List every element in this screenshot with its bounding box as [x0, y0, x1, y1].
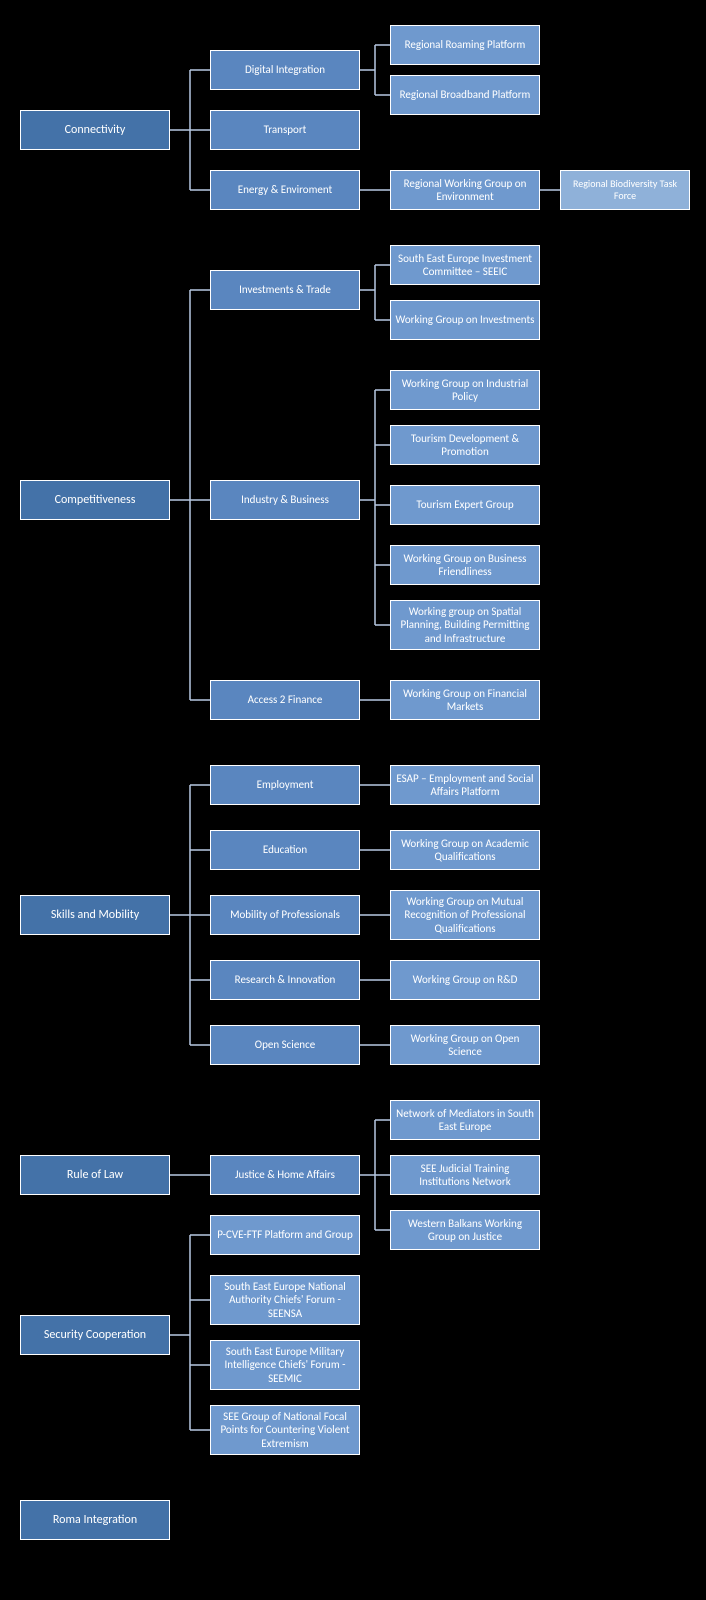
node-access2finance: Access 2 Finance: [210, 680, 360, 720]
node-wg-mutual: Working Group on Mutual Recognition of P…: [390, 890, 540, 940]
node-regional-broadband: Regional Broadband Platform: [390, 75, 540, 115]
label: South East Europe Military Intelligence …: [215, 1345, 355, 1385]
label: Employment: [257, 778, 314, 791]
label: Open Science: [255, 1038, 315, 1051]
node-wg-academic: Working Group on Academic Qualifications: [390, 830, 540, 870]
label: Working Group on Academic Qualifications: [395, 837, 535, 863]
node-digital-integration: Digital Integration: [210, 50, 360, 90]
node-wg-financial: Working Group on Financial Markets: [390, 680, 540, 720]
node-focal-points: SEE Group of National Focal Points for C…: [210, 1405, 360, 1455]
label: Digital Integration: [245, 63, 325, 76]
label: Connectivity: [65, 123, 126, 137]
node-mediators: Network of Mediators in South East Europ…: [390, 1100, 540, 1140]
label: SEE Judicial Training Institutions Netwo…: [395, 1162, 535, 1188]
node-rule-of-law: Rule of Law: [20, 1155, 170, 1195]
label: Security Cooperation: [44, 1328, 146, 1342]
node-industry-business: Industry & Business: [210, 480, 360, 520]
node-energy-env: Energy & Enviroment: [210, 170, 360, 210]
node-education: Education: [210, 830, 360, 870]
label: Tourism Expert Group: [416, 498, 513, 511]
label: Transport: [264, 123, 307, 136]
node-employment: Employment: [210, 765, 360, 805]
node-tourism-expert: Tourism Expert Group: [390, 485, 540, 525]
label: South East Europe Investment Committee –…: [395, 252, 535, 278]
label: Investments & Trade: [239, 283, 331, 296]
node-seemic: South East Europe Military Intelligence …: [210, 1340, 360, 1390]
node-security-coop: Security Cooperation: [20, 1315, 170, 1355]
node-tourism-dev: Tourism Development & Promotion: [390, 425, 540, 465]
node-wg-business-friendly: Working Group on Business Friendliness: [390, 545, 540, 585]
node-seeic: South East Europe Investment Committee –…: [390, 245, 540, 285]
node-research-innov: Research & Innovation: [210, 960, 360, 1000]
label: Working Group on Industrial Policy: [395, 377, 535, 403]
label: Network of Mediators in South East Europ…: [395, 1107, 535, 1133]
label: Mobility of Professionals: [230, 908, 340, 921]
label: Rule of Law: [67, 1168, 123, 1182]
label: Working group on Spatial Planning, Build…: [395, 605, 535, 645]
label: Justice & Home Affairs: [235, 1168, 335, 1181]
node-wg-spatial: Working group on Spatial Planning, Build…: [390, 600, 540, 650]
label: Working Group on R&D: [413, 973, 518, 986]
label: Skills and Mobility: [51, 908, 139, 922]
label: Competitiveness: [55, 493, 136, 507]
node-transport: Transport: [210, 110, 360, 150]
node-rwg-env: Regional Working Group on Environment: [390, 170, 540, 210]
label: Western Balkans Working Group on Justice: [395, 1217, 535, 1243]
label: Working Group on Mutual Recognition of P…: [395, 895, 535, 935]
label: Energy & Enviroment: [238, 183, 332, 196]
label: Working Group on Financial Markets: [395, 687, 535, 713]
node-biodiversity: Regional Biodiversity Task Force: [560, 170, 690, 210]
node-wg-investments: Working Group on Investments: [390, 300, 540, 340]
node-connectivity: Connectivity: [20, 110, 170, 150]
label: Regional Broadband Platform: [400, 88, 531, 101]
node-open-science: Open Science: [210, 1025, 360, 1065]
label: SEE Group of National Focal Points for C…: [215, 1410, 355, 1450]
node-competitiveness: Competitiveness: [20, 480, 170, 520]
label: Working Group on Open Science: [395, 1032, 535, 1058]
node-judicial-training: SEE Judicial Training Institutions Netwo…: [390, 1155, 540, 1195]
label: Industry & Business: [241, 493, 329, 506]
node-mobility-prof: Mobility of Professionals: [210, 895, 360, 935]
node-wg-industrial: Working Group on Industrial Policy: [390, 370, 540, 410]
node-esap: ESAP – Employment and Social Affairs Pla…: [390, 765, 540, 805]
node-seensa: South East Europe National Authority Chi…: [210, 1275, 360, 1325]
node-investments-trade: Investments & Trade: [210, 270, 360, 310]
node-skills-mobility: Skills and Mobility: [20, 895, 170, 935]
label: Research & Innovation: [235, 973, 336, 986]
node-regional-roaming: Regional Roaming Platform: [390, 25, 540, 65]
node-pcve: P-CVE-FTF Platform and Group: [210, 1215, 360, 1255]
label: Tourism Development & Promotion: [395, 432, 535, 458]
label: Roma Integration: [53, 1513, 137, 1527]
label: Working Group on Business Friendliness: [395, 552, 535, 578]
label: Regional Working Group on Environment: [395, 177, 535, 203]
label: Working Group on Investments: [396, 313, 535, 326]
label: Access 2 Finance: [248, 693, 323, 706]
node-wg-open-science: Working Group on Open Science: [390, 1025, 540, 1065]
org-tree-diagram: Connectivity Competitiveness Skills and …: [10, 10, 696, 1590]
node-wb-justice: Western Balkans Working Group on Justice: [390, 1210, 540, 1250]
label: Regional Roaming Platform: [405, 38, 526, 51]
label: P-CVE-FTF Platform and Group: [217, 1228, 352, 1241]
node-wg-rd: Working Group on R&D: [390, 960, 540, 1000]
node-justice-home: Justice & Home Affairs: [210, 1155, 360, 1195]
label: South East Europe National Authority Chi…: [215, 1280, 355, 1320]
node-roma: Roma Integration: [20, 1500, 170, 1540]
label: ESAP – Employment and Social Affairs Pla…: [395, 772, 535, 798]
label: Regional Biodiversity Task Force: [565, 178, 685, 202]
label: Education: [263, 843, 307, 856]
